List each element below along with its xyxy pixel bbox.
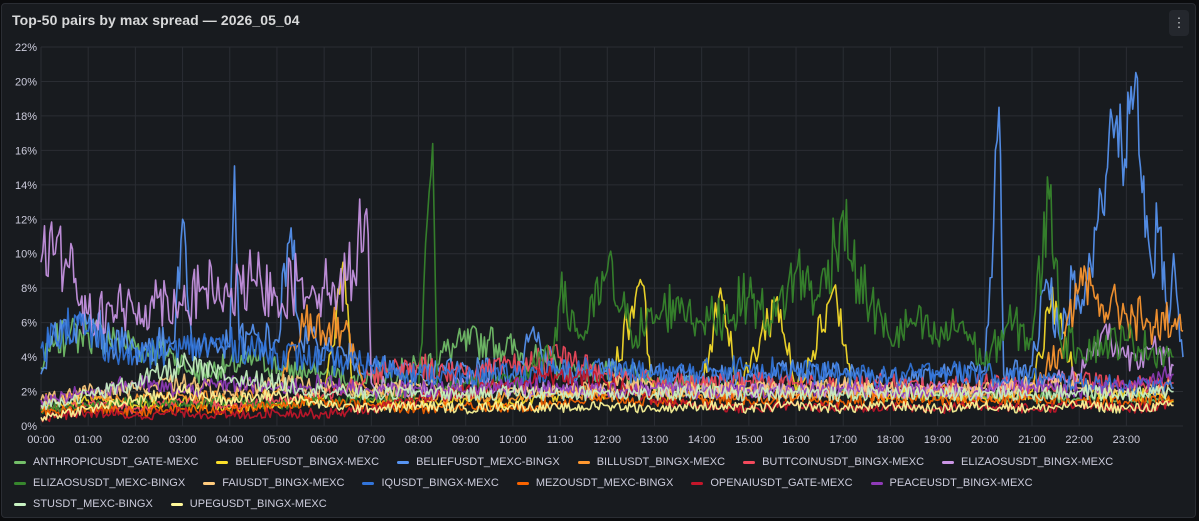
- series-line: [40, 71, 1184, 390]
- axis-labels: 0% 2% 4% 6% 8% 10% 12% 14% 16% 18% 20% 22% 00:00 01:0…: [15, 42, 1140, 446]
- legend-swatch: [516, 481, 529, 485]
- x-tick-label: 09:00: [452, 434, 480, 446]
- x-tick-label: 01:00: [74, 434, 102, 446]
- legend-swatch: [14, 502, 26, 506]
- panel-title: Top-50 pairs by max spread — 2026_05_04: [12, 12, 300, 28]
- legend-swatch: [397, 460, 410, 464]
- legend-label: BUTTCOINUSDT_BINGX-MEXC: [762, 456, 925, 468]
- y-tick-label: 14%: [15, 180, 37, 192]
- chart-legend: ANTHROPICUSDT_GATE-MEXC BELIEFUSDT_BINGX-…: [14, 454, 1184, 512]
- legend-item[interactable]: ANTHROPICUSDT_GATE-MEXC: [14, 454, 198, 470]
- legend-swatch: [743, 460, 756, 464]
- legend-label: BELIEFUSDT_MEXC-BINGX: [416, 456, 560, 468]
- y-tick-label: 22%: [15, 42, 37, 54]
- legend-swatch: [170, 502, 183, 506]
- panel-menu-icon[interactable]: ⋮: [1169, 10, 1189, 36]
- legend-label: IQUSDT_BINGX-MEXC: [381, 477, 499, 489]
- legend-swatch: [14, 460, 26, 464]
- legend-swatch: [942, 460, 955, 464]
- legend-label: UPEGUSDT_BINGX-MEXC: [189, 498, 327, 510]
- legend-item[interactable]: BELIEFUSDT_BINGX-MEXC: [216, 454, 379, 470]
- series-line: [40, 352, 1174, 411]
- x-tick-label: 07:00: [358, 434, 386, 446]
- x-tick-label: 18:00: [877, 434, 905, 446]
- legend-item[interactable]: MEZOUSDT_MEXC-BINGX: [516, 475, 674, 491]
- legend-item[interactable]: UPEGUSDT_BINGX-MEXC: [170, 496, 327, 512]
- legend-label: STUSDT_MEXC-BINGX: [33, 498, 153, 510]
- legend-swatch: [203, 481, 216, 485]
- legend-label: FAIUSDT_BINGX-MEXC: [222, 477, 345, 489]
- series-line: [40, 307, 1174, 396]
- y-tick-label: 8%: [21, 283, 37, 295]
- x-tick-label: 14:00: [688, 434, 716, 446]
- legend-swatch: [870, 481, 883, 485]
- x-tick-label: 21:00: [1018, 434, 1046, 446]
- x-tick-label: 19:00: [924, 434, 952, 446]
- legend-label: PEACEUSDT_BINGX-MEXC: [889, 477, 1033, 489]
- y-tick-label: 2%: [21, 387, 37, 399]
- legend-swatch: [216, 460, 229, 464]
- legend-label: BELIEFUSDT_BINGX-MEXC: [235, 456, 380, 468]
- legend-label: MEZOUSDT_MEXC-BINGX: [535, 477, 674, 489]
- y-tick-label: 10%: [15, 249, 37, 261]
- chart-panel: Top-50 pairs by max spread — 2026_05_04 …: [1, 3, 1196, 518]
- y-tick-label: 18%: [15, 111, 37, 123]
- x-tick-label: 15:00: [735, 434, 763, 446]
- legend-swatch: [577, 460, 590, 464]
- legend-item[interactable]: ELIZAOSUSDT_MEXC-BINGX: [14, 475, 185, 491]
- y-tick-label: 16%: [15, 145, 37, 157]
- x-tick-label: 13:00: [641, 434, 669, 446]
- x-tick-label: 23:00: [1113, 434, 1141, 446]
- x-tick-label: 05:00: [263, 434, 291, 446]
- legend-swatch: [14, 481, 26, 485]
- y-tick-label: 4%: [21, 352, 37, 364]
- legend-item[interactable]: IQUSDT_BINGX-MEXC: [362, 475, 499, 491]
- x-tick-label: 22:00: [1065, 434, 1093, 446]
- x-tick-label: 06:00: [310, 434, 338, 446]
- series-line: [40, 316, 1174, 407]
- x-tick-label: 20:00: [971, 434, 999, 446]
- x-tick-label: 04:00: [216, 434, 244, 446]
- legend-item[interactable]: PEACEUSDT_BINGX-MEXC: [870, 475, 1033, 491]
- x-tick-label: 11:00: [547, 434, 574, 446]
- y-tick-label: 0%: [21, 421, 37, 433]
- legend-swatch: [691, 481, 704, 485]
- series-line: [40, 343, 1174, 415]
- x-tick-label: 10:00: [499, 434, 527, 446]
- legend-label: ELIZAOSUSDT_BINGX-MEXC: [961, 456, 1114, 468]
- x-tick-label: 12:00: [594, 434, 622, 446]
- legend-item[interactable]: BILLUSDT_BINGX-MEXC: [577, 454, 726, 470]
- x-tick-label: 08:00: [405, 434, 433, 446]
- legend-label: BILLUSDT_BINGX-MEXC: [596, 456, 726, 468]
- x-tick-label: 02:00: [122, 434, 150, 446]
- series-lines: [40, 71, 1184, 423]
- legend-label: ELIZAOSUSDT_MEXC-BINGX: [33, 477, 186, 489]
- legend-item[interactable]: ELIZAOSUSDT_BINGX-MEXC: [942, 454, 1113, 470]
- legend-item[interactable]: FAIUSDT_BINGX-MEXC: [203, 475, 344, 491]
- x-tick-label: 03:00: [169, 434, 197, 446]
- series-line: [40, 383, 1174, 422]
- y-tick-label: 6%: [21, 318, 37, 330]
- legend-label: ANTHROPICUSDT_GATE-MEXC: [33, 456, 199, 468]
- y-tick-label: 12%: [15, 214, 37, 226]
- series-line: [40, 391, 1174, 418]
- legend-item[interactable]: BELIEFUSDT_MEXC-BINGX: [397, 454, 560, 470]
- x-tick-label: 17:00: [829, 434, 857, 446]
- line-chart: 0% 2% 4% 6% 8% 10% 12% 14% 16% 18% 20% 22% 00:00 01:0…: [15, 42, 1184, 446]
- legend-item[interactable]: STUSDT_MEXC-BINGX: [14, 496, 153, 512]
- legend-item[interactable]: BUTTCOINUSDT_BINGX-MEXC: [743, 454, 924, 470]
- x-tick-label: 00:00: [27, 434, 55, 446]
- legend-item[interactable]: OPENAIUSDT_GATE-MEXC: [691, 475, 853, 491]
- legend-swatch: [362, 481, 375, 485]
- x-tick-label: 16:00: [782, 434, 810, 446]
- y-tick-label: 20%: [15, 76, 37, 88]
- legend-label: OPENAIUSDT_GATE-MEXC: [710, 477, 853, 489]
